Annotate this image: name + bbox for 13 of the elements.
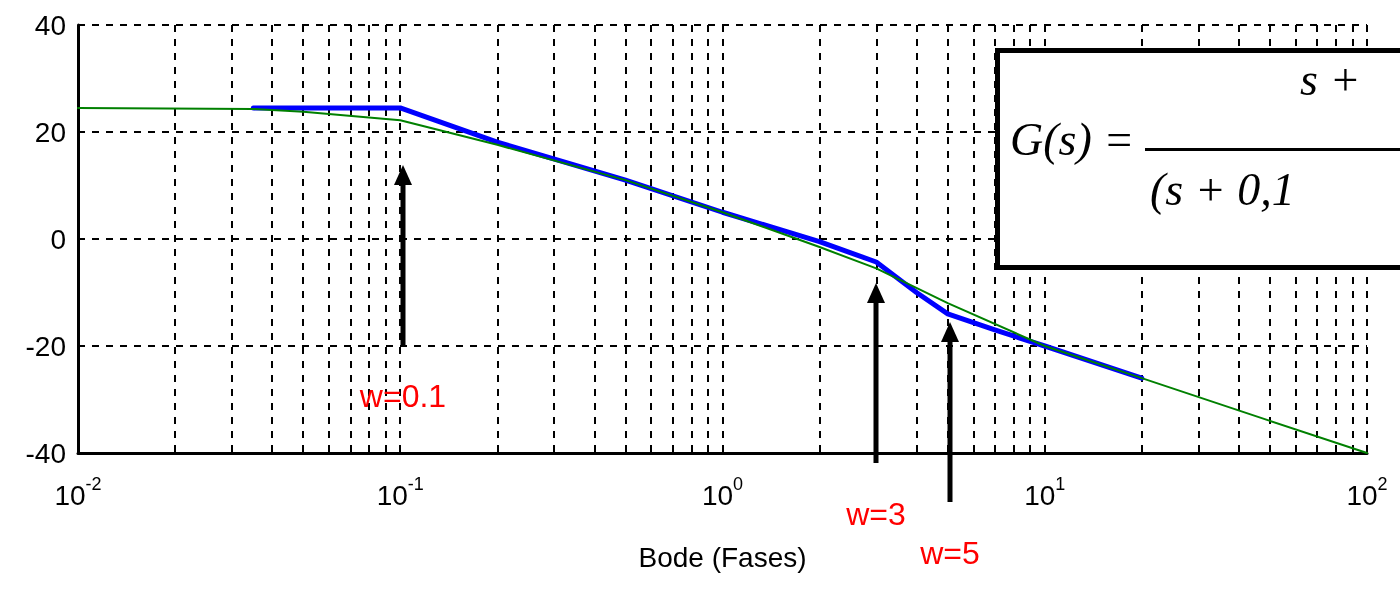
annotation: (s + 0,1 bbox=[1150, 163, 1295, 216]
annotation: s + bbox=[1300, 53, 1361, 106]
y-tick-label: 0 bbox=[50, 223, 66, 255]
text: w=5 bbox=[919, 535, 980, 571]
y-tick-label: -20 bbox=[25, 330, 66, 362]
y-tick-label: -40 bbox=[25, 437, 66, 469]
x-axis-title: Bode (Fases) bbox=[638, 541, 807, 573]
annotation: G(s) = bbox=[1010, 113, 1135, 166]
formula-box: G(s) = s + (s + 0,1 bbox=[995, 48, 1400, 270]
y-tick-label: 40 bbox=[34, 9, 66, 41]
annotation: w=0.1 bbox=[358, 378, 447, 414]
y-tick-label: 20 bbox=[34, 116, 66, 148]
text: w=3 bbox=[845, 496, 906, 532]
